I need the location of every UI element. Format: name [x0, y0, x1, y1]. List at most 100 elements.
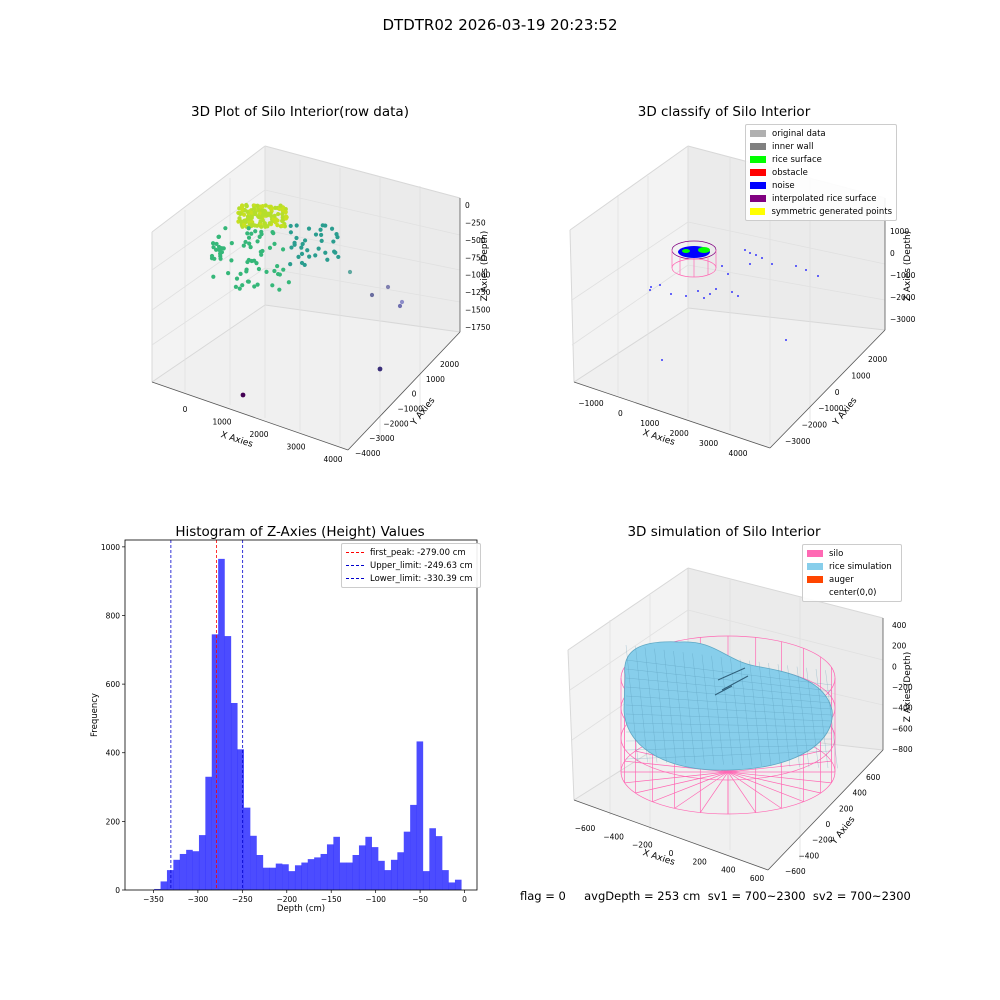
- raw-point: [265, 224, 270, 229]
- raw-point: [299, 251, 305, 256]
- raw-point: [214, 241, 219, 247]
- classify-noise-point: [771, 263, 773, 265]
- raw-point: [288, 230, 294, 235]
- histogram-ytick-label: 0: [115, 886, 120, 895]
- raw-point: [238, 219, 244, 224]
- classify-y-tick: 1000: [851, 371, 870, 380]
- raw-point: [258, 215, 263, 220]
- rice-mesh-line: [692, 653, 705, 765]
- rice-mesh-line: [758, 661, 772, 767]
- rice-mesh-line: [625, 668, 833, 692]
- classify-noise-point: [785, 339, 787, 341]
- classify-z-tick: −3000: [890, 315, 916, 324]
- histogram-bar: [173, 859, 180, 890]
- classify-legend-item: rice surface: [750, 153, 892, 166]
- histogram-legend-item: Lower_limit: -330.39 cm: [346, 572, 476, 585]
- simulation-x-tick: −600: [575, 824, 596, 833]
- classify-noise-point: [649, 289, 651, 291]
- raw-point: [213, 247, 219, 252]
- silo-floor-spoke: [652, 771, 729, 803]
- histogram-bar: [275, 863, 283, 890]
- classify-legend-swatch: [750, 169, 766, 176]
- raw-point: [251, 206, 257, 211]
- histogram-legend-label: first_peak: -279.00 cm: [370, 547, 466, 558]
- histogram-legend: first_peak: -279.00 cm Upper_limit: -249.…: [341, 543, 481, 588]
- raw-point: [245, 259, 250, 265]
- histogram-ytick-label: 400: [106, 749, 121, 758]
- classify-noise-point: [744, 249, 746, 251]
- simulation-legend-label: center(0,0): [829, 587, 877, 598]
- classify-noise-point: [731, 291, 733, 293]
- raw-point: [259, 229, 264, 235]
- simulation-legend-swatch: [807, 563, 823, 570]
- raw-point: [286, 280, 291, 285]
- classify-z-tick: −2000: [890, 293, 916, 302]
- simulation-legend-label: silo: [829, 548, 844, 559]
- silo-floor-spoke: [635, 771, 729, 794]
- classify-noise-point: [817, 275, 819, 277]
- classify-noise-point: [703, 297, 705, 299]
- histogram-bar: [320, 853, 328, 890]
- raw-point: [294, 223, 299, 228]
- raw-point: [275, 218, 280, 223]
- raw-point: [209, 253, 215, 259]
- raw-3d-plot: 0 1000 2000 3000 4000 2000 1000 0 −1000 −2000 −30…: [151, 145, 491, 464]
- rice-mesh-line: [739, 659, 753, 766]
- histogram-bar: [358, 845, 366, 890]
- raw-point: [252, 210, 257, 215]
- raw-y-tick: −1000: [398, 405, 424, 414]
- silo-floor-spoke: [727, 771, 756, 813]
- raw-point: [253, 229, 258, 234]
- classify-x-tick: 0: [618, 409, 623, 418]
- histogram-bar: [269, 867, 276, 890]
- histogram-bar: [429, 828, 436, 890]
- simulation-legend-label: auger: [829, 574, 854, 585]
- raw-point: [218, 254, 223, 259]
- raw-point: [299, 245, 304, 250]
- classify-noise-point: [670, 293, 672, 295]
- simulation-ylabel: Y Axies: [829, 815, 858, 848]
- raw-point: [249, 231, 254, 236]
- rice-mesh-line: [815, 668, 829, 769]
- histogram-chart: −350 −300 −250 −200 −150 −100 −50 0 0 200 400 600 8…: [90, 539, 478, 914]
- raw-y-tick: 2000: [440, 360, 459, 369]
- classify-x-tick: −1000: [578, 399, 604, 408]
- classify-legend-item: inner wall: [750, 140, 892, 153]
- raw-point: [319, 238, 324, 243]
- classify-legend-swatch: [750, 156, 766, 163]
- histogram-bar: [397, 852, 404, 890]
- histogram-bar: [326, 844, 334, 890]
- raw-x-tick: 1000: [212, 418, 231, 427]
- histogram-bar: [365, 836, 372, 890]
- histogram-bar: [403, 831, 411, 890]
- simulation-z-tick: 200: [892, 642, 907, 651]
- raw-point: [313, 232, 319, 237]
- raw-point: [245, 209, 250, 214]
- raw-point: [246, 235, 252, 240]
- raw-point: [302, 262, 307, 268]
- simulation-axis-lines: [573, 618, 884, 871]
- raw-point: [251, 222, 256, 228]
- histogram-bar: [346, 862, 353, 890]
- raw-z-tick: −250: [465, 218, 486, 227]
- classify-noise-point: [727, 273, 729, 275]
- raw-point: [280, 247, 286, 252]
- histogram-legend-swatch: [346, 552, 364, 553]
- raw-point: [283, 216, 289, 221]
- rice-mesh-line: [787, 665, 800, 768]
- raw-point: [255, 223, 260, 228]
- classify-noise-point: [749, 252, 751, 254]
- raw-z-tick: −1000: [465, 271, 491, 280]
- simulation-y-tick: 200: [839, 804, 854, 813]
- histogram-bar: [378, 860, 385, 890]
- classify-legend-label: rice surface: [772, 154, 822, 165]
- raw-point: [240, 283, 245, 288]
- histogram-ylabel: Frequency: [90, 693, 100, 737]
- histogram-bar: [243, 807, 251, 890]
- classify-legend-label: symmetric generated points: [771, 206, 892, 217]
- raw-y-tick: 0: [412, 390, 417, 399]
- classify-z-tick: 0: [890, 249, 895, 258]
- histogram-ytick-label: 200: [106, 817, 121, 826]
- classify-z-tick: 1000: [890, 227, 909, 236]
- raw-point: [249, 215, 254, 220]
